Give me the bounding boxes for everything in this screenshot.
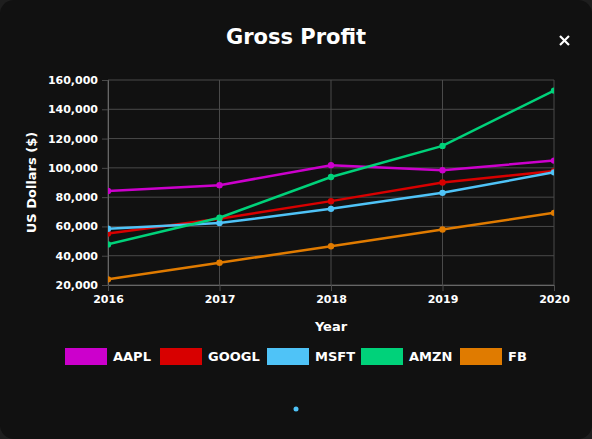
y-axis-title: US Dollars ($) bbox=[24, 132, 39, 233]
legend-item[interactable]: AMZN bbox=[361, 348, 452, 365]
point[interactable] bbox=[108, 241, 111, 247]
tick-label: 2018 bbox=[316, 293, 347, 306]
tick-label: 2017 bbox=[205, 293, 236, 306]
tick: 2019 bbox=[428, 285, 459, 306]
tick: 20,000 bbox=[56, 279, 108, 292]
point[interactable] bbox=[551, 169, 554, 175]
tick-label: 140,000 bbox=[48, 103, 98, 116]
legend-swatch[interactable] bbox=[160, 348, 202, 365]
legend-label[interactable]: MSFT bbox=[315, 349, 355, 364]
legend-swatch[interactable] bbox=[267, 348, 309, 365]
close-stroke[interactable] bbox=[560, 36, 569, 45]
tick: 2018 bbox=[316, 285, 347, 306]
point[interactable] bbox=[439, 226, 445, 232]
tick-mark bbox=[331, 285, 332, 291]
tick: 2016 bbox=[93, 285, 124, 306]
point[interactable] bbox=[439, 190, 445, 196]
tick: 80,000 bbox=[56, 191, 108, 204]
tick: 160,000 bbox=[48, 74, 108, 87]
plot-area bbox=[108, 87, 554, 282]
legend: AAPL GOOGL MSFT AMZN FB bbox=[65, 348, 527, 365]
tick-mark bbox=[108, 285, 109, 291]
point[interactable] bbox=[439, 167, 445, 173]
series-line bbox=[108, 213, 554, 280]
point[interactable] bbox=[328, 243, 334, 249]
tick: 2020 bbox=[539, 285, 570, 306]
chart: Gross Profit 20,000 40,000 60,000 80,000 100,… bbox=[0, 0, 592, 439]
card bbox=[0, 0, 592, 439]
point[interactable] bbox=[439, 143, 445, 149]
legend-label[interactable]: FB bbox=[508, 349, 527, 364]
tick-label: 160,000 bbox=[48, 74, 98, 87]
legend-swatch[interactable] bbox=[460, 348, 502, 365]
point[interactable] bbox=[551, 87, 554, 93]
grid-line bbox=[554, 80, 555, 285]
axis-line bbox=[109, 286, 555, 292]
tick-mark bbox=[102, 109, 108, 110]
tick-label: 40,000 bbox=[56, 250, 99, 263]
tick-mark bbox=[102, 256, 108, 257]
x-axis-title: Year bbox=[314, 319, 348, 334]
tick: 100,000 bbox=[48, 162, 108, 175]
tick-label: 2016 bbox=[93, 293, 124, 306]
tick-label: 120,000 bbox=[48, 133, 98, 146]
legend-item[interactable]: FB bbox=[460, 348, 527, 365]
tick-label: 100,000 bbox=[48, 162, 98, 175]
legend-item[interactable]: GOOGL bbox=[160, 348, 260, 365]
tick-mark bbox=[102, 80, 108, 81]
legend-item[interactable]: AAPL bbox=[65, 348, 151, 365]
tick-label: 80,000 bbox=[56, 191, 99, 204]
legend-swatch[interactable] bbox=[361, 348, 403, 365]
legend-label[interactable]: AMZN bbox=[409, 349, 452, 364]
grid-line bbox=[331, 80, 332, 285]
point[interactable] bbox=[439, 179, 445, 185]
tick-mark bbox=[554, 285, 555, 291]
point[interactable] bbox=[216, 182, 222, 188]
tick: 40,000 bbox=[56, 250, 108, 263]
series-line bbox=[108, 172, 554, 228]
point[interactable] bbox=[216, 215, 222, 221]
tick-mark bbox=[220, 285, 221, 291]
legend-label[interactable]: AAPL bbox=[113, 349, 151, 364]
tick: 120,000 bbox=[48, 133, 108, 146]
y-axis: 20,000 40,000 60,000 80,000 100,000 120,000 14… bbox=[48, 74, 109, 292]
point[interactable] bbox=[328, 174, 334, 180]
tick: 60,000 bbox=[56, 220, 108, 233]
point[interactable] bbox=[108, 226, 111, 232]
series-line bbox=[108, 161, 554, 191]
tick: 2017 bbox=[205, 285, 236, 306]
tick-label: 2020 bbox=[539, 293, 570, 306]
point[interactable] bbox=[328, 162, 334, 168]
point[interactable] bbox=[551, 157, 554, 163]
tick-label: 20,000 bbox=[56, 279, 99, 292]
legend-swatch[interactable] bbox=[65, 348, 107, 365]
grid bbox=[108, 80, 554, 285]
legend-label[interactable]: GOOGL bbox=[208, 349, 260, 364]
page-dot[interactable] bbox=[294, 407, 299, 412]
point[interactable] bbox=[328, 206, 334, 212]
close-icon[interactable] bbox=[560, 36, 569, 45]
series-line bbox=[108, 91, 554, 245]
tick-mark bbox=[102, 197, 108, 198]
tick-label: 60,000 bbox=[56, 220, 99, 233]
point[interactable] bbox=[216, 260, 222, 266]
point[interactable] bbox=[328, 198, 334, 204]
title: Gross Profit bbox=[226, 25, 366, 49]
series-line bbox=[108, 171, 554, 233]
tick-mark bbox=[102, 226, 108, 227]
tick-mark bbox=[102, 168, 108, 169]
legend-item[interactable]: MSFT bbox=[267, 348, 355, 365]
tick-mark bbox=[443, 285, 444, 291]
point[interactable] bbox=[108, 188, 111, 194]
x-axis: 2016 2017 2018 2019 2020 bbox=[93, 285, 570, 306]
axis-line bbox=[102, 81, 109, 286]
tick-label: 2019 bbox=[428, 293, 459, 306]
close-stroke[interactable] bbox=[560, 36, 569, 45]
tick-mark bbox=[102, 139, 108, 140]
point[interactable] bbox=[551, 210, 554, 216]
tick-mark bbox=[102, 285, 108, 286]
tick: 140,000 bbox=[48, 103, 108, 116]
point[interactable] bbox=[108, 276, 111, 282]
